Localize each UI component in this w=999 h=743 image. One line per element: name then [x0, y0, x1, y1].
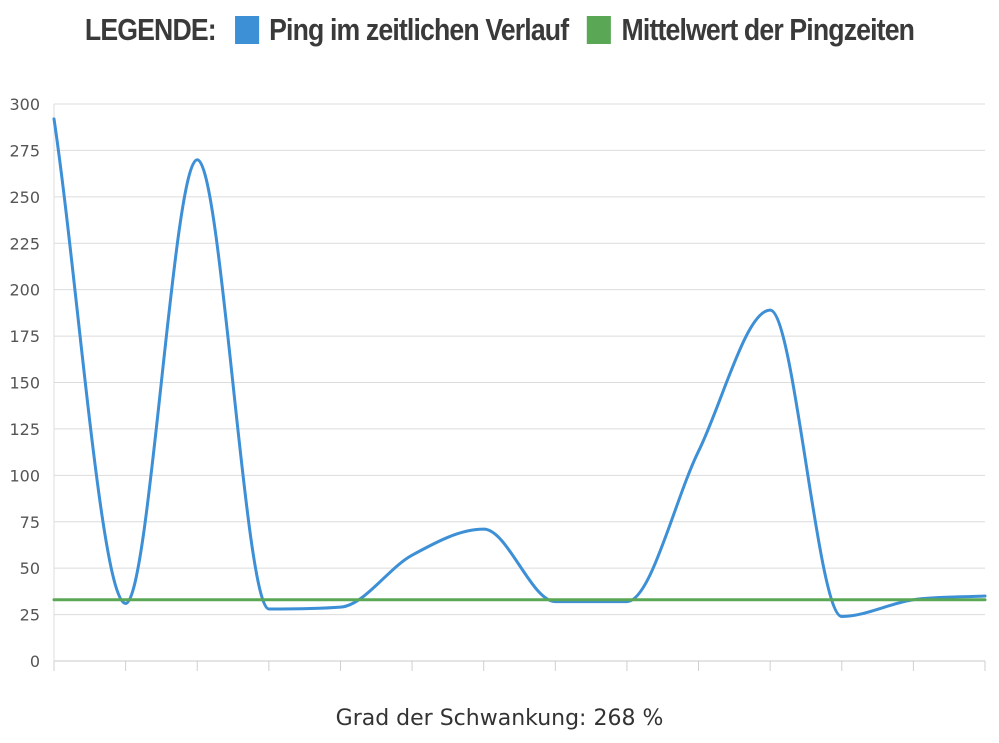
y-tick-label: 50: [20, 559, 40, 578]
legend-item-ping: Ping im zeitlichen Verlauf: [234, 12, 569, 48]
chart-legend: LEGENDE: Ping im zeitlichen Verlauf Mitt…: [70, 8, 929, 52]
y-tick-label: 25: [20, 606, 40, 625]
legend-title: LEGENDE:: [84, 12, 217, 47]
legend-item-mean: Mittelwert der Pingzeiten: [587, 12, 915, 48]
legend-label-ping: Ping im zeitlichen Verlauf: [269, 12, 569, 47]
y-tick-label: 300: [9, 95, 40, 114]
y-tick-label: 100: [9, 466, 40, 485]
y-axis-tick-labels: 0 25 50 75 100 125 150 175 200 225 250 275 300: [9, 95, 40, 671]
ping-line-chart: 0 25 50 75 100 125 150 175 200 225 250 275 300: [9, 95, 987, 671]
y-tick-label: 0: [30, 652, 40, 671]
y-tick-label: 225: [9, 234, 40, 253]
y-tick-label: 250: [9, 188, 40, 207]
grid-lines: [53, 103, 985, 662]
y-tick-label: 150: [9, 374, 40, 393]
y-tick-label: 200: [9, 281, 40, 300]
series-line-ping: [52, 117, 987, 618]
legend-swatch-mean: [587, 16, 612, 44]
y-tick-label: 175: [9, 327, 40, 346]
y-tick-label: 75: [20, 513, 40, 532]
x-axis-ticks: [53, 661, 986, 671]
legend-label-mean: Mittelwert der Pingzeiten: [621, 12, 915, 47]
y-tick-label: 125: [9, 420, 40, 439]
legend-swatch-ping: [234, 16, 259, 44]
y-tick-label: 275: [9, 141, 40, 160]
series-lines: [52, 117, 987, 618]
fluctuation-text: Grad der Schwankung: 268 %: [335, 706, 664, 731]
